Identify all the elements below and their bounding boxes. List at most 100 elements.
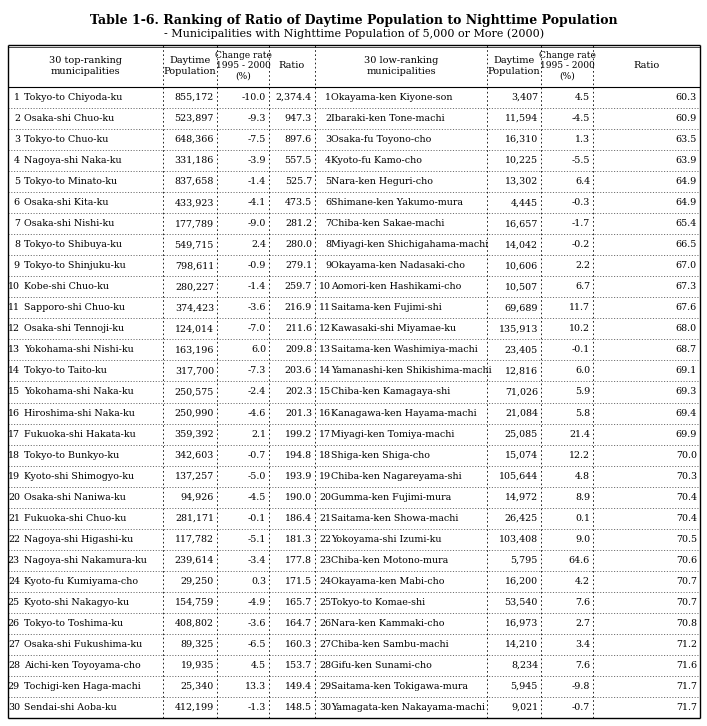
Text: Daytime
Population: Daytime Population	[164, 57, 216, 76]
Text: Chiba-ken Motono-mura: Chiba-ken Motono-mura	[331, 555, 448, 565]
Text: Daytime
Population: Daytime Population	[488, 57, 540, 76]
Text: Kyoto-shi Shimogyo-ku: Kyoto-shi Shimogyo-ku	[24, 472, 134, 481]
Text: 648,366: 648,366	[175, 135, 214, 144]
Text: 70.4: 70.4	[676, 514, 697, 523]
Text: 1: 1	[325, 93, 331, 102]
Text: 70.4: 70.4	[676, 493, 697, 502]
Text: 20: 20	[319, 493, 331, 502]
Text: 239,614: 239,614	[175, 555, 214, 565]
Text: Osaka-shi Chuo-ku: Osaka-shi Chuo-ku	[24, 114, 115, 123]
Text: 24: 24	[319, 576, 331, 586]
Text: 149.4: 149.4	[285, 682, 312, 691]
Text: Osaka-shi Fukushima-ku: Osaka-shi Fukushima-ku	[24, 640, 142, 649]
Text: 14,972: 14,972	[505, 493, 538, 502]
Text: -0.7: -0.7	[572, 703, 590, 712]
Text: 186.4: 186.4	[285, 514, 312, 523]
Text: Nagoya-shi Higashi-ku: Nagoya-shi Higashi-ku	[24, 535, 133, 544]
Text: 30 top-ranking
municipalities: 30 top-ranking municipalities	[49, 57, 122, 76]
Text: -7.5: -7.5	[247, 135, 266, 144]
Text: -3.6: -3.6	[247, 303, 266, 312]
Text: Tokyo-to Shibuya-ku: Tokyo-to Shibuya-ku	[24, 240, 122, 249]
Text: Ratio: Ratio	[633, 62, 660, 70]
Text: 12: 12	[8, 325, 20, 333]
Text: 4.8: 4.8	[575, 472, 590, 481]
Text: 65.4: 65.4	[676, 219, 697, 228]
Text: 359,392: 359,392	[175, 430, 214, 439]
Text: Tochigi-ken Haga-machi: Tochigi-ken Haga-machi	[24, 682, 141, 691]
Text: 26,425: 26,425	[505, 514, 538, 523]
Text: 11: 11	[8, 303, 20, 312]
Text: Hiroshima-shi Naka-ku: Hiroshima-shi Naka-ku	[24, 409, 135, 417]
Text: 30 low-ranking
municipalities: 30 low-ranking municipalities	[364, 57, 438, 76]
Text: 209.8: 209.8	[285, 346, 312, 354]
Text: 13.3: 13.3	[245, 682, 266, 691]
Text: 5: 5	[14, 177, 20, 186]
Text: 64.9: 64.9	[676, 177, 697, 186]
Text: Shiga-ken Shiga-cho: Shiga-ken Shiga-cho	[331, 451, 430, 460]
Text: 14: 14	[8, 367, 20, 375]
Text: 15,074: 15,074	[505, 451, 538, 460]
Text: 23,405: 23,405	[505, 346, 538, 354]
Text: 259.7: 259.7	[285, 282, 312, 291]
Text: 21: 21	[319, 514, 331, 523]
Text: 69.3: 69.3	[676, 388, 697, 396]
Text: 3: 3	[325, 135, 331, 144]
Text: 4.5: 4.5	[251, 661, 266, 670]
Text: Okayama-ken Nadasaki-cho: Okayama-ken Nadasaki-cho	[331, 261, 465, 270]
Text: 11,594: 11,594	[505, 114, 538, 123]
Text: Tokyo-to Chiyoda-ku: Tokyo-to Chiyoda-ku	[24, 93, 122, 102]
Text: Kanagawa-ken Hayama-machi: Kanagawa-ken Hayama-machi	[331, 409, 477, 417]
Text: Tokyo-to Komae-shi: Tokyo-to Komae-shi	[331, 597, 425, 607]
Text: 855,172: 855,172	[175, 93, 214, 102]
Text: 2.1: 2.1	[251, 430, 266, 439]
Text: 6.0: 6.0	[575, 367, 590, 375]
Text: 190.0: 190.0	[285, 493, 312, 502]
Text: 16,200: 16,200	[505, 576, 538, 586]
Text: 70.8: 70.8	[676, 619, 697, 628]
Text: 523,897: 523,897	[175, 114, 214, 123]
Text: 103,408: 103,408	[499, 535, 538, 544]
Text: 10,225: 10,225	[505, 156, 538, 165]
Text: Miyagi-ken Shichigahama-machi: Miyagi-ken Shichigahama-machi	[331, 240, 489, 249]
Text: 7.6: 7.6	[575, 597, 590, 607]
Text: -0.2: -0.2	[572, 240, 590, 249]
Text: 10,606: 10,606	[505, 261, 538, 270]
Text: Aomori-ken Hashikami-cho: Aomori-ken Hashikami-cho	[331, 282, 462, 291]
Text: 14: 14	[319, 367, 331, 375]
Text: 6.4: 6.4	[575, 177, 590, 186]
Text: 117,782: 117,782	[175, 535, 214, 544]
Text: -0.3: -0.3	[572, 198, 590, 207]
Text: 28: 28	[319, 661, 331, 670]
Text: -3.4: -3.4	[247, 555, 266, 565]
Text: 6.7: 6.7	[575, 282, 590, 291]
Text: 250,990: 250,990	[175, 409, 214, 417]
Text: 408,802: 408,802	[175, 619, 214, 628]
Text: 94,926: 94,926	[180, 493, 214, 502]
Text: 124,014: 124,014	[175, 325, 214, 333]
Text: 29: 29	[8, 682, 20, 691]
Text: Saitama-ken Tokigawa-mura: Saitama-ken Tokigawa-mura	[331, 682, 468, 691]
Text: 23: 23	[319, 555, 331, 565]
Text: 798,611: 798,611	[175, 261, 214, 270]
Text: -1.3: -1.3	[247, 703, 266, 712]
Text: Kawasaki-shi Miyamae-ku: Kawasaki-shi Miyamae-ku	[331, 325, 456, 333]
Text: Yokoyama-shi Izumi-ku: Yokoyama-shi Izumi-ku	[331, 535, 441, 544]
Text: 70.3: 70.3	[676, 472, 697, 481]
Text: Okayama-ken Kiyone-son: Okayama-ken Kiyone-son	[331, 93, 452, 102]
Text: Saitama-ken Showa-machi: Saitama-ken Showa-machi	[331, 514, 458, 523]
Text: 2.4: 2.4	[251, 240, 266, 249]
Text: Tokyo-to Minato-ku: Tokyo-to Minato-ku	[24, 177, 117, 186]
Text: 28: 28	[8, 661, 20, 670]
Text: Osaka-shi Nishi-ku: Osaka-shi Nishi-ku	[24, 219, 115, 228]
Text: 89,325: 89,325	[180, 640, 214, 649]
Text: Shimane-ken Yakumo-mura: Shimane-ken Yakumo-mura	[331, 198, 463, 207]
Text: 0.1: 0.1	[575, 514, 590, 523]
Text: 23: 23	[8, 555, 20, 565]
Text: 473.5: 473.5	[285, 198, 312, 207]
Text: 8.9: 8.9	[575, 493, 590, 502]
Text: 64.6: 64.6	[568, 555, 590, 565]
Text: 947.3: 947.3	[285, 114, 312, 123]
Text: Tokyo-to Shinjuku-ku: Tokyo-to Shinjuku-ku	[24, 261, 126, 270]
Text: 22: 22	[8, 535, 20, 544]
Text: 837,658: 837,658	[175, 177, 214, 186]
